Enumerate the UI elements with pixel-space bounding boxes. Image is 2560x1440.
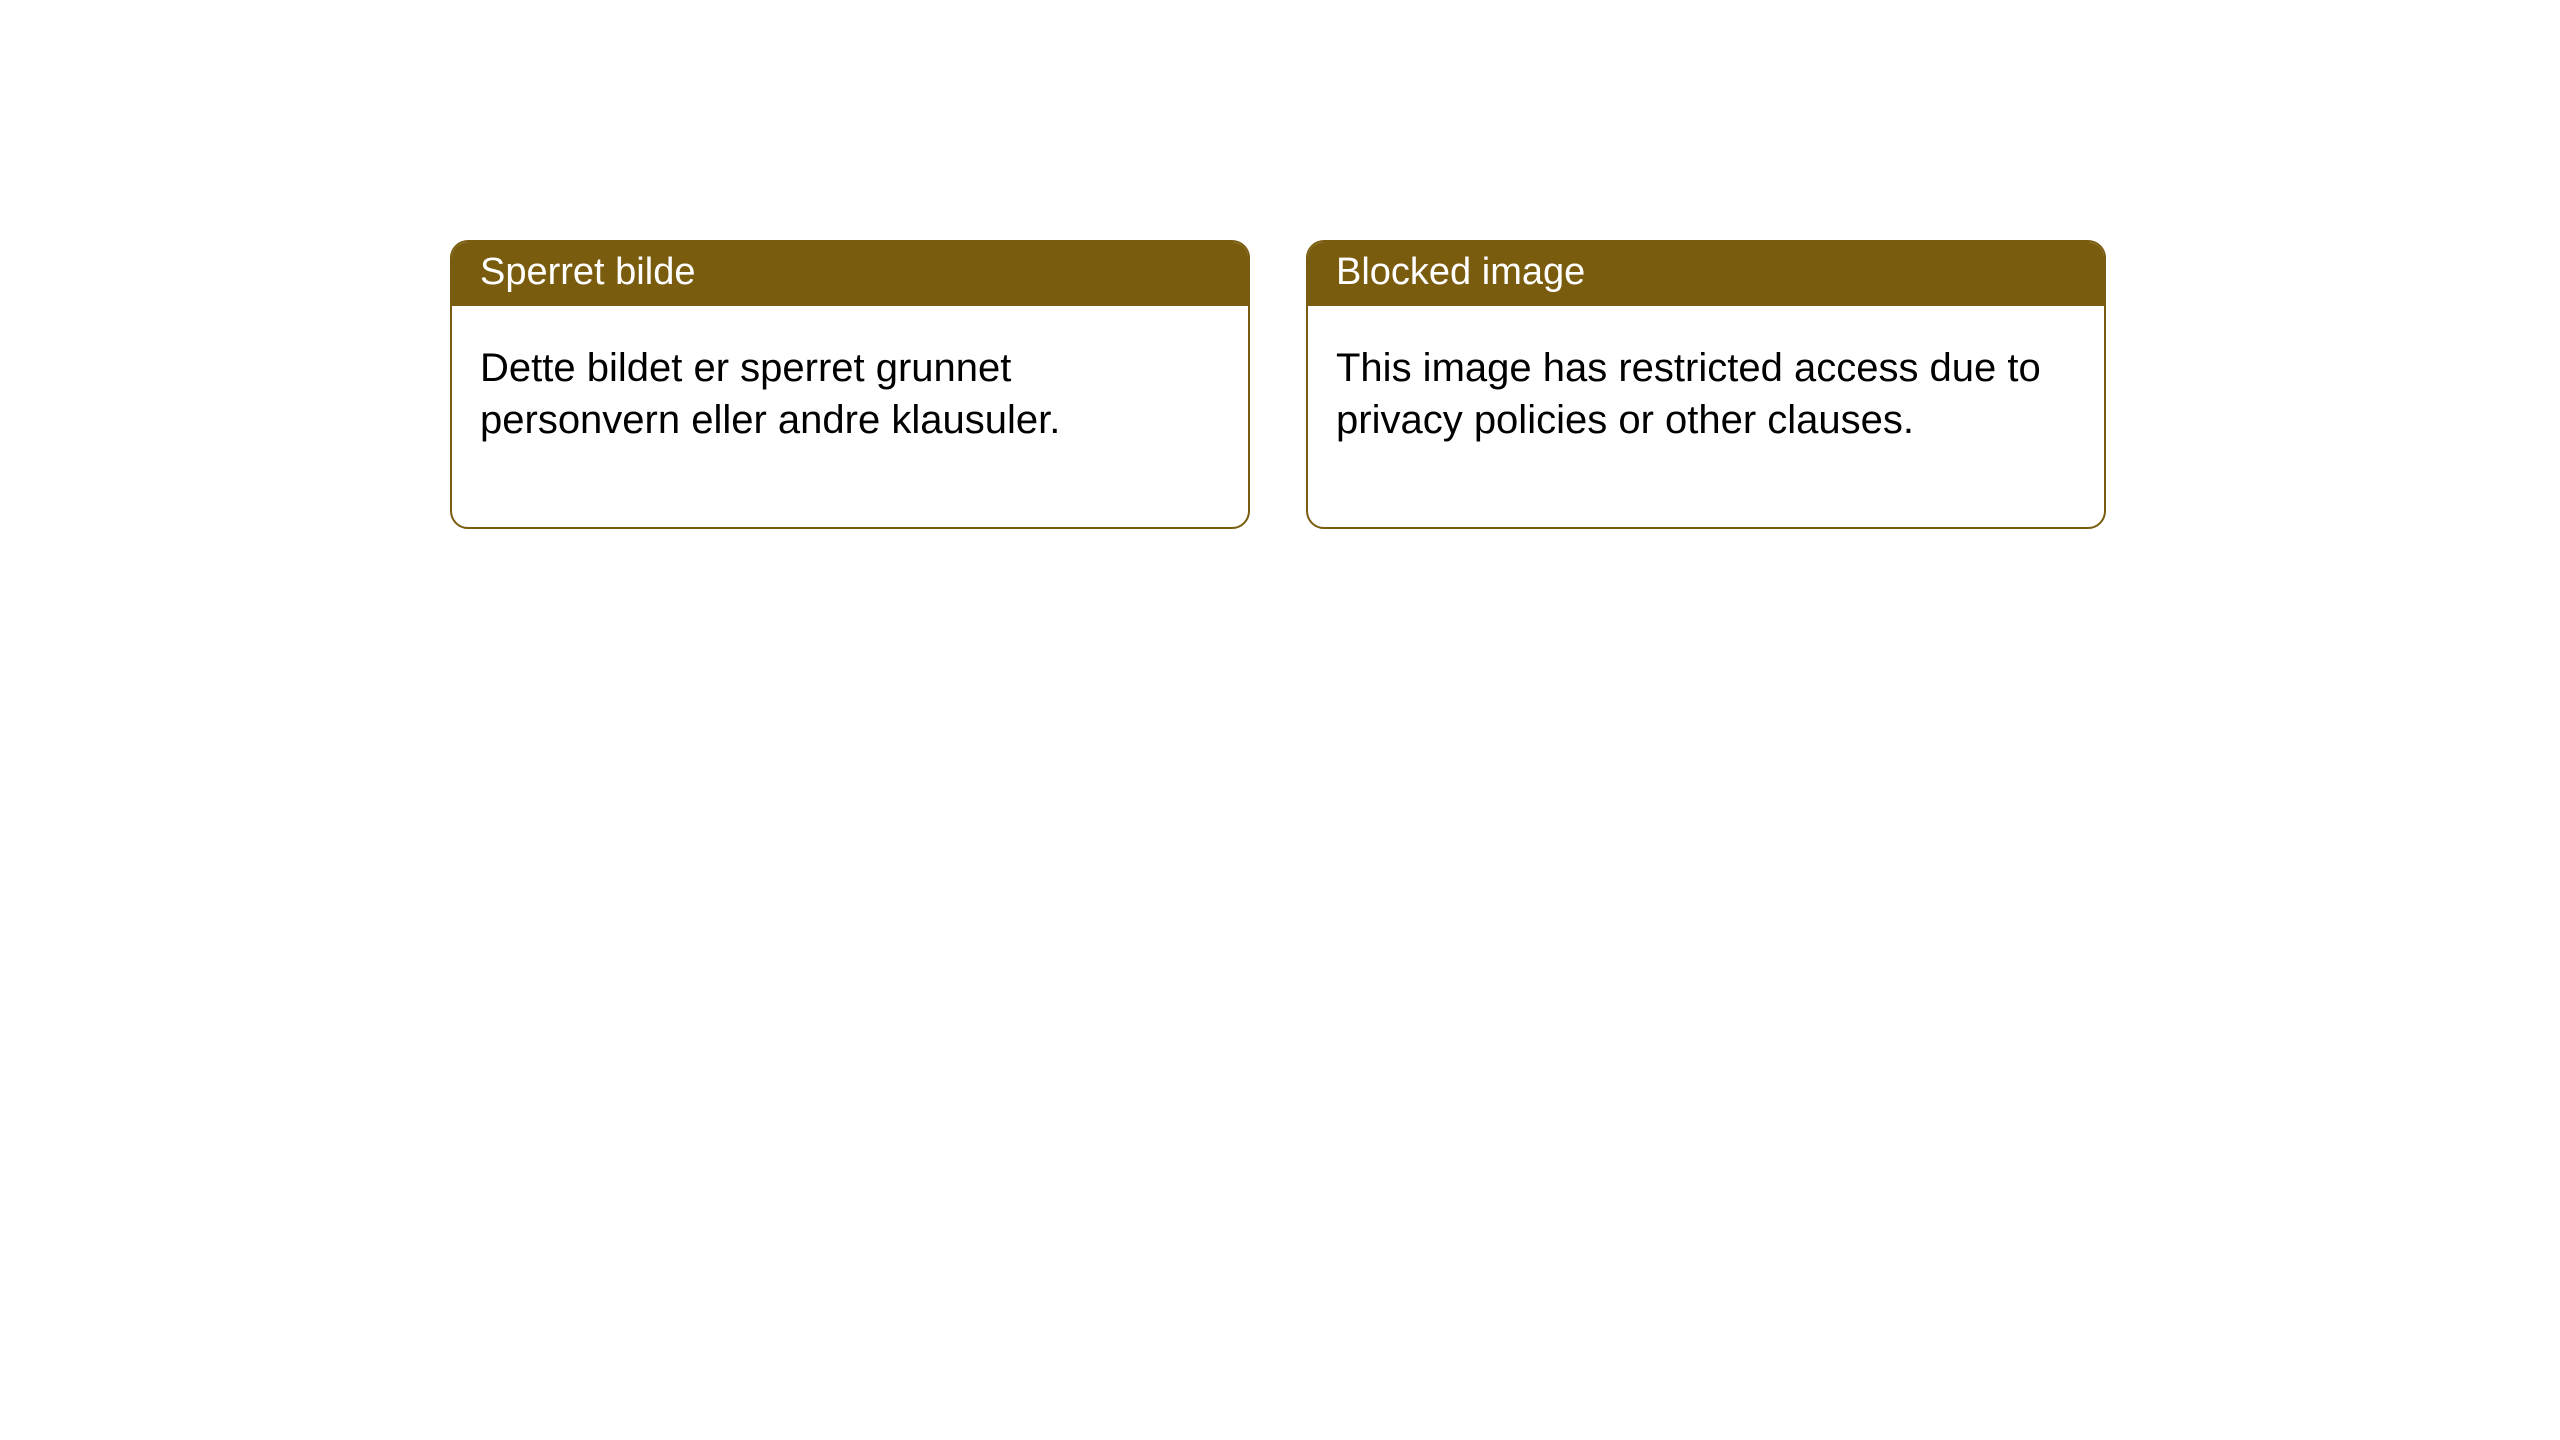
notice-body: This image has restricted access due to … <box>1308 306 2104 528</box>
notice-body: Dette bildet er sperret grunnet personve… <box>452 306 1248 528</box>
notice-title: Sperret bilde <box>452 242 1248 306</box>
notice-container: Sperret bilde Dette bildet er sperret gr… <box>450 240 2106 529</box>
notice-title: Blocked image <box>1308 242 2104 306</box>
notice-card-norwegian: Sperret bilde Dette bildet er sperret gr… <box>450 240 1250 529</box>
notice-card-english: Blocked image This image has restricted … <box>1306 240 2106 529</box>
